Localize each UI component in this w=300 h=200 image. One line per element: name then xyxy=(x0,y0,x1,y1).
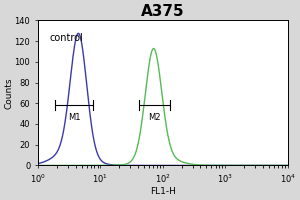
Text: control: control xyxy=(49,33,83,43)
X-axis label: FL1-H: FL1-H xyxy=(150,187,176,196)
Text: M1: M1 xyxy=(68,113,80,122)
Text: M2: M2 xyxy=(148,113,161,122)
Title: A375: A375 xyxy=(141,4,185,19)
Y-axis label: Counts: Counts xyxy=(4,77,13,109)
